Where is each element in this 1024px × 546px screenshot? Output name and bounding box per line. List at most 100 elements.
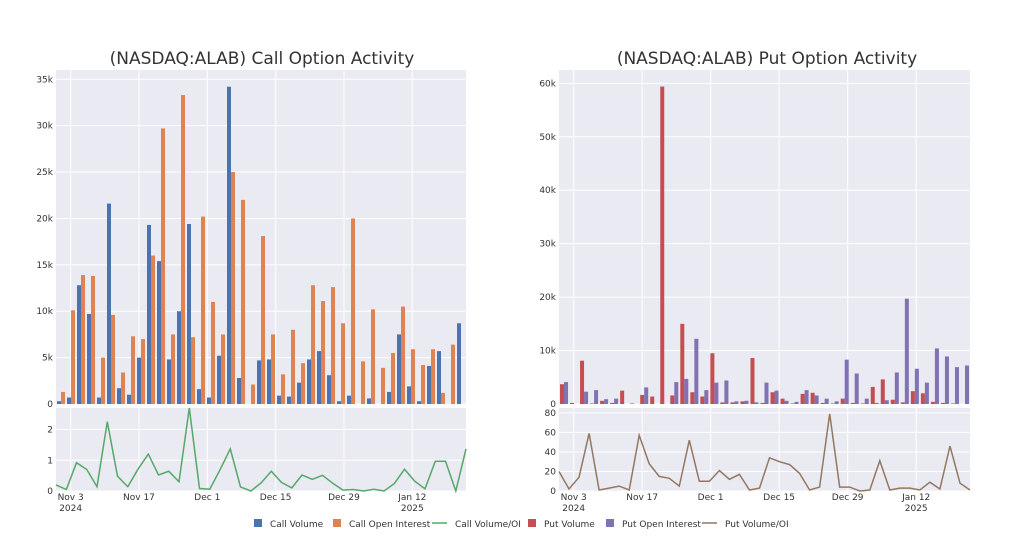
- put-open-interest-bar: [714, 382, 719, 404]
- call-volume-bar: [77, 285, 81, 404]
- call-volume-bar: [457, 323, 461, 404]
- call-x-tick-label: Nov 3: [58, 493, 84, 503]
- call-chart-title: (NASDAQ:ALAB) Call Option Activity: [110, 49, 415, 69]
- legend-swatch-call-volume: [254, 519, 262, 527]
- call-volume-bar: [347, 395, 351, 404]
- call-volume-bar: [427, 365, 431, 404]
- call-y-tick-label: 20k: [36, 214, 53, 224]
- call-volume-bar: [397, 334, 401, 404]
- put-volume-bar: [900, 402, 905, 404]
- put-bar-panel: 0 10k 20k 30k 40k 50k 60k: [539, 70, 970, 410]
- put-open-interest-bar: [954, 367, 959, 404]
- call-open-interest-bar: [391, 352, 395, 404]
- call-open-interest-bar: [271, 334, 275, 404]
- put-volume-bar: [940, 402, 945, 404]
- call-volume-bar: [437, 351, 441, 404]
- call-volume-bar: [417, 401, 421, 404]
- put-y-tick-label: 10k: [539, 347, 556, 357]
- call-volume-bar: [167, 359, 171, 404]
- put-volume-bar: [570, 402, 575, 404]
- put-open-interest-bar: [924, 382, 929, 404]
- put-y-tick-label: 50k: [539, 133, 556, 143]
- call-y-tick-label: 15k: [36, 261, 53, 271]
- call-ratio-panel: 0 1 2: [47, 407, 467, 497]
- put-volume-bar: [850, 402, 855, 404]
- put-volume-bar: [810, 392, 815, 404]
- call-volume-bar: [267, 359, 271, 404]
- call-open-interest-bar: [431, 349, 435, 404]
- put-open-interest-bar: [614, 398, 619, 404]
- put-open-interest-bar: [594, 390, 599, 404]
- put-x-tick-label: Nov 3: [561, 493, 587, 503]
- call-open-interest-bar: [191, 337, 195, 404]
- put-x-tick-label: Dec 15: [763, 493, 795, 503]
- call-x-tick-label: Dec 15: [260, 493, 292, 503]
- put-volume-bar: [860, 403, 865, 404]
- put-open-interest-bar: [834, 401, 839, 404]
- call-open-interest-bar: [371, 309, 375, 404]
- call-volume-bar: [277, 395, 281, 404]
- put-open-interest-bar: [894, 372, 899, 404]
- call-volume-bar: [57, 401, 61, 404]
- call-open-interest-bar: [411, 349, 415, 404]
- put-x-tick-year: 2024: [562, 504, 585, 514]
- call-open-interest-bar: [281, 374, 285, 404]
- put-open-interest-bar: [694, 338, 699, 404]
- call-open-interest-bar: [311, 285, 315, 404]
- put-open-interest-bar: [564, 382, 569, 404]
- legend-label-call-open-interest: Call Open Interest: [349, 520, 431, 530]
- put-ratio-y-tick-label: 40: [545, 448, 557, 458]
- put-ratio-y-tick-label: 80: [545, 409, 557, 419]
- call-volume-bar: [137, 357, 141, 404]
- call-x-tick-year: 2024: [59, 504, 82, 514]
- call-open-interest-bar: [111, 314, 115, 404]
- put-volume-bar: [700, 396, 705, 404]
- put-open-interest-bar: [904, 298, 909, 404]
- put-volume-bar: [890, 399, 895, 404]
- call-volume-bar: [317, 351, 321, 404]
- put-bar-plot-area: [559, 70, 970, 404]
- call-volume-bar: [127, 394, 131, 404]
- call-open-interest-bar: [101, 357, 105, 404]
- put-volume-bar: [840, 398, 845, 404]
- legend-swatch-put-volume: [528, 519, 536, 527]
- call-open-interest-bar: [71, 310, 75, 404]
- put-open-interest-bar: [824, 398, 829, 404]
- put-open-interest-bar: [784, 400, 789, 404]
- call-open-interest-bar: [141, 339, 145, 404]
- put-y-tick-label: 40k: [539, 186, 556, 196]
- call-ratio-y-tick-label: 1: [47, 456, 53, 466]
- call-volume-bar: [227, 86, 231, 404]
- put-ratio-y-tick-label: 0: [550, 487, 556, 497]
- put-ratio-panel: 0 20 40 60 80: [545, 408, 971, 497]
- put-y-tick-label: 20k: [539, 293, 556, 303]
- legend-swatch-call-open-interest: [333, 519, 341, 527]
- call-open-interest-bar: [381, 367, 385, 404]
- put-open-interest-bar: [944, 356, 949, 404]
- call-volume-bar: [117, 388, 121, 404]
- call-ratio-y-tick-label: 2: [47, 426, 53, 436]
- call-open-interest-bar: [211, 301, 215, 404]
- put-volume-bar: [600, 400, 605, 404]
- put-volume-bar: [870, 386, 875, 404]
- put-open-interest-bar: [844, 359, 849, 404]
- put-x-tick-label: Nov 17: [626, 493, 658, 503]
- put-open-interest-bar: [604, 399, 609, 404]
- put-x-tick-label: Dec 1: [698, 493, 724, 503]
- call-volume-bar: [97, 397, 101, 404]
- call-open-interest-bar: [321, 301, 325, 404]
- call-volume-bar: [107, 203, 111, 404]
- put-y-tick-label: 0: [550, 400, 556, 410]
- call-open-interest-bar: [91, 275, 95, 404]
- put-volume-bar: [880, 379, 885, 404]
- call-volume-bar: [257, 360, 261, 404]
- call-volume-bar: [197, 389, 201, 404]
- put-open-interest-bar: [874, 402, 879, 404]
- call-volume-bar: [187, 224, 191, 404]
- legend-swatch-put-open-interest: [606, 519, 614, 527]
- put-volume-bar: [760, 402, 765, 404]
- put-volume-bar: [590, 403, 595, 404]
- call-open-interest-bar: [261, 236, 265, 404]
- call-ratio-line: [55, 407, 467, 494]
- call-open-interest-bar: [331, 287, 335, 404]
